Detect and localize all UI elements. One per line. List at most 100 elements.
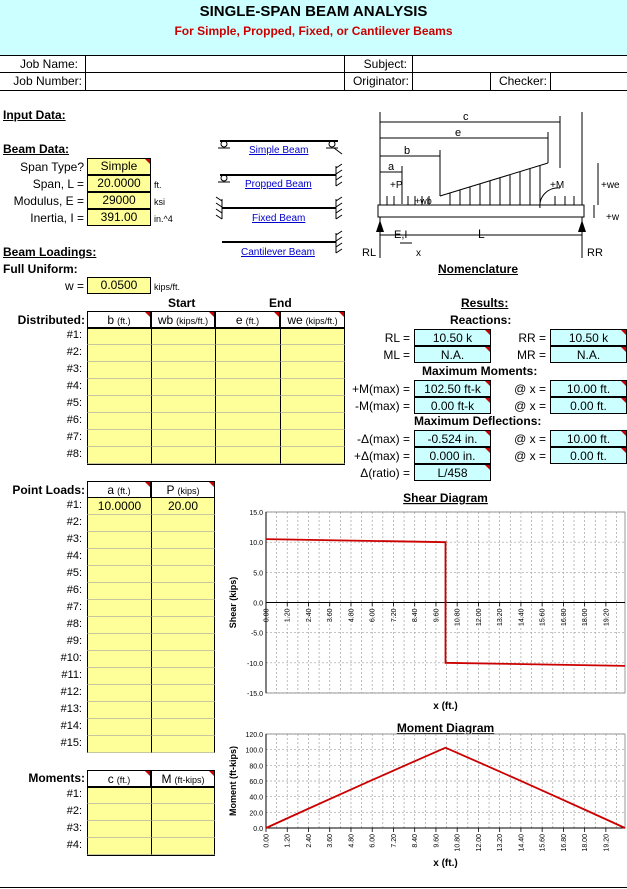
- point-cell[interactable]: [151, 634, 215, 651]
- dist-cell[interactable]: [151, 447, 215, 464]
- point-cell[interactable]: [87, 617, 151, 634]
- point-cell[interactable]: [87, 549, 151, 566]
- point-cell[interactable]: [151, 566, 215, 583]
- dist-cell[interactable]: [280, 447, 345, 464]
- dist-cell[interactable]: [215, 345, 280, 362]
- span-input[interactable]: 20.0000: [87, 175, 151, 192]
- point-cell[interactable]: [87, 532, 151, 549]
- point-cell[interactable]: [87, 651, 151, 668]
- job-number-field[interactable]: [86, 73, 344, 89]
- modulus-unit: ksi: [154, 197, 165, 207]
- dist-cell[interactable]: [215, 379, 280, 396]
- dist-cell[interactable]: [280, 345, 345, 362]
- dist-cell[interactable]: [87, 430, 151, 447]
- dist-cell[interactable]: [215, 447, 280, 464]
- dist-cell[interactable]: [87, 413, 151, 430]
- dist-cell[interactable]: [280, 413, 345, 430]
- dist-cell[interactable]: [215, 362, 280, 379]
- point-cell[interactable]: [151, 549, 215, 566]
- moment-cell[interactable]: [151, 838, 215, 855]
- point-cell[interactable]: [87, 668, 151, 685]
- point-cell[interactable]: [87, 515, 151, 532]
- dist-cell[interactable]: [280, 396, 345, 413]
- x-tick-label: 18.00: [582, 608, 589, 626]
- dist-cell[interactable]: [151, 328, 215, 345]
- dist-cell[interactable]: [87, 396, 151, 413]
- page-title: SINGLE-SPAN BEAM ANALYSIS: [199, 3, 428, 20]
- job-number-label: Job Number:: [13, 74, 82, 88]
- point-cell[interactable]: 20.00: [151, 498, 215, 515]
- x-tick-label: 7.20: [391, 608, 398, 622]
- dist-cell[interactable]: [151, 379, 215, 396]
- point-row-label: #13:: [60, 703, 82, 715]
- modulus-input[interactable]: 29000: [87, 192, 151, 209]
- moment-cell[interactable]: [87, 787, 151, 804]
- point-cell[interactable]: [151, 532, 215, 549]
- x-tick-label: 3.60: [327, 834, 334, 848]
- propped-beam-link[interactable]: Propped Beam: [245, 179, 312, 190]
- point-cell[interactable]: [151, 736, 215, 753]
- point-cell[interactable]: [151, 617, 215, 634]
- pos-m-value: 102.50 ft-k: [414, 380, 491, 397]
- point-cell[interactable]: [151, 600, 215, 617]
- originator-field[interactable]: [413, 73, 490, 89]
- dist-cell[interactable]: [215, 430, 280, 447]
- inertia-input[interactable]: 391.00: [87, 209, 151, 226]
- dist-cell[interactable]: [215, 328, 280, 345]
- moment-cell[interactable]: [87, 804, 151, 821]
- dist-cell[interactable]: [87, 379, 151, 396]
- dist-cell[interactable]: [151, 396, 215, 413]
- point-cell[interactable]: [151, 702, 215, 719]
- point-cell[interactable]: [151, 719, 215, 736]
- dist-cell[interactable]: [280, 430, 345, 447]
- y-tick-label: 15.0: [249, 510, 263, 517]
- moment-cell[interactable]: [87, 838, 151, 855]
- point-cell[interactable]: [151, 515, 215, 532]
- moment-header-0: c (ft.): [87, 770, 151, 787]
- dist-cell[interactable]: [151, 362, 215, 379]
- point-cell[interactable]: [87, 736, 151, 753]
- dist-cell[interactable]: [87, 447, 151, 464]
- w-input[interactable]: 0.0500: [87, 277, 151, 294]
- dist-cell[interactable]: [151, 413, 215, 430]
- point-cell[interactable]: [87, 566, 151, 583]
- dist-cell[interactable]: [87, 345, 151, 362]
- point-row-label: #8:: [66, 618, 82, 630]
- span-type-select[interactable]: Simple: [87, 158, 151, 175]
- point-cell[interactable]: 10.0000: [87, 498, 151, 515]
- checker-field[interactable]: [551, 73, 627, 89]
- moment-cell[interactable]: [87, 821, 151, 838]
- dist-cell[interactable]: [280, 362, 345, 379]
- point-cell[interactable]: [151, 685, 215, 702]
- point-cell[interactable]: [151, 651, 215, 668]
- point-cell[interactable]: [87, 634, 151, 651]
- point-cell[interactable]: [87, 719, 151, 736]
- dist-cell[interactable]: [280, 379, 345, 396]
- dist-cell[interactable]: [215, 413, 280, 430]
- point-cell[interactable]: [151, 668, 215, 685]
- moment-cell[interactable]: [151, 804, 215, 821]
- page-subtitle: For Simple, Propped, Fixed, or Cantileve…: [174, 24, 453, 38]
- point-cell[interactable]: [151, 583, 215, 600]
- point-cell[interactable]: [87, 600, 151, 617]
- point-cell[interactable]: [87, 702, 151, 719]
- point-row-label: #12:: [60, 686, 82, 698]
- dist-cell[interactable]: [87, 328, 151, 345]
- x-tick-label: 19.20: [603, 834, 610, 852]
- moment-cell[interactable]: [151, 821, 215, 838]
- simple-beam-link[interactable]: Simple Beam: [249, 145, 309, 156]
- dist-cell[interactable]: [280, 328, 345, 345]
- fixed-beam-link[interactable]: Fixed Beam: [252, 213, 306, 224]
- dist-cell[interactable]: [151, 345, 215, 362]
- rr-value: 10.50 k: [550, 329, 627, 346]
- x-axis-label: x (ft.): [433, 701, 457, 712]
- cantilever-beam-link[interactable]: Cantilever Beam: [241, 247, 315, 258]
- job-name-field[interactable]: [86, 56, 344, 72]
- subject-field[interactable]: [413, 56, 627, 72]
- dist-cell[interactable]: [151, 430, 215, 447]
- point-cell[interactable]: [87, 685, 151, 702]
- point-cell[interactable]: [87, 583, 151, 600]
- dist-cell[interactable]: [215, 396, 280, 413]
- dist-cell[interactable]: [87, 362, 151, 379]
- moment-cell[interactable]: [151, 787, 215, 804]
